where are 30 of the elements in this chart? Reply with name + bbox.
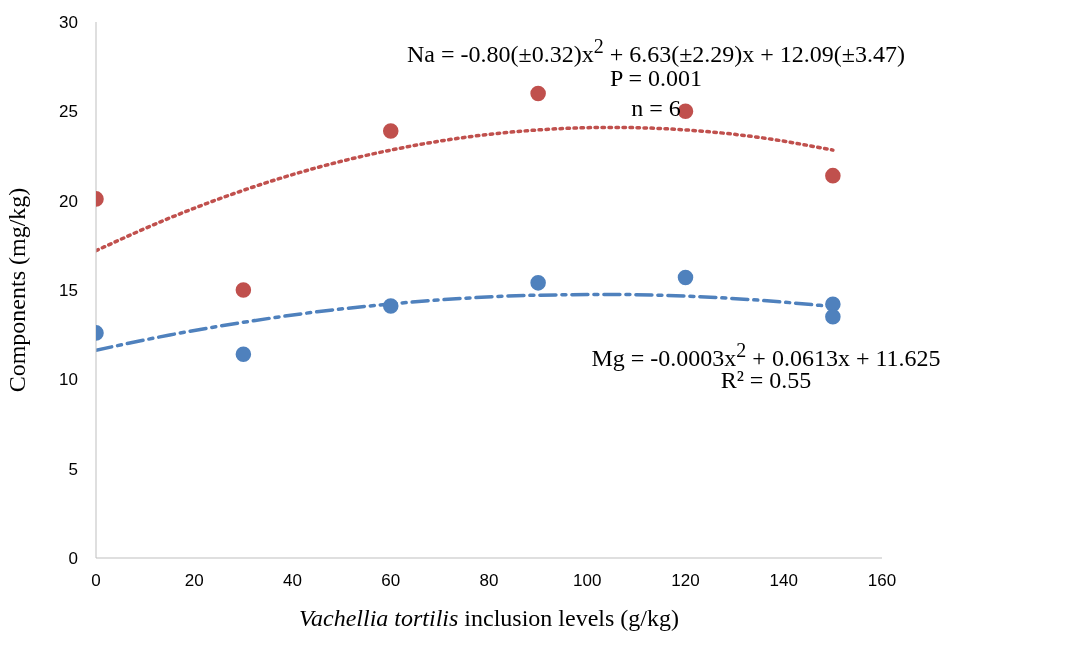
x-tick-label: 120 bbox=[671, 571, 700, 591]
point bbox=[825, 309, 841, 325]
point bbox=[677, 269, 694, 286]
point bbox=[235, 282, 252, 298]
x-axis-title: Vachellia tortilis inclusion levels (g/kg) bbox=[299, 605, 679, 631]
x-tick-label: 20 bbox=[184, 571, 204, 591]
x-tick-label: 160 bbox=[867, 571, 897, 591]
y-tick-label: 15 bbox=[59, 281, 78, 301]
point bbox=[825, 167, 841, 184]
x-tick-label: 80 bbox=[479, 571, 499, 591]
line-series bbox=[96, 125, 835, 253]
y-tick-label: 30 bbox=[59, 13, 78, 33]
y-axis-title: Components (mg/kg) bbox=[3, 187, 30, 393]
point bbox=[530, 275, 546, 291]
y-tick-label: 25 bbox=[59, 102, 78, 122]
x-tick-label: 0 bbox=[91, 571, 101, 591]
x-tick-label: 60 bbox=[381, 571, 401, 591]
y-tick-label: 0 bbox=[68, 549, 78, 569]
annotation: n = 6 bbox=[631, 94, 681, 122]
annotation: Na = -0.80(±0.32)x$^{2}$ + 6.63(±2.29)x + 12.09(±3.47) bbox=[406, 34, 906, 68]
point bbox=[382, 298, 399, 314]
x-tick-label: 100 bbox=[573, 571, 602, 591]
y-tick-label: 5 bbox=[68, 459, 78, 479]
y-tick-label: 10 bbox=[59, 370, 78, 390]
x-tick-label: 40 bbox=[283, 571, 302, 591]
point bbox=[382, 123, 399, 139]
x-tick-label: 140 bbox=[769, 571, 798, 591]
y-tick-label: 20 bbox=[59, 191, 78, 211]
point bbox=[235, 346, 252, 363]
point bbox=[530, 85, 546, 102]
